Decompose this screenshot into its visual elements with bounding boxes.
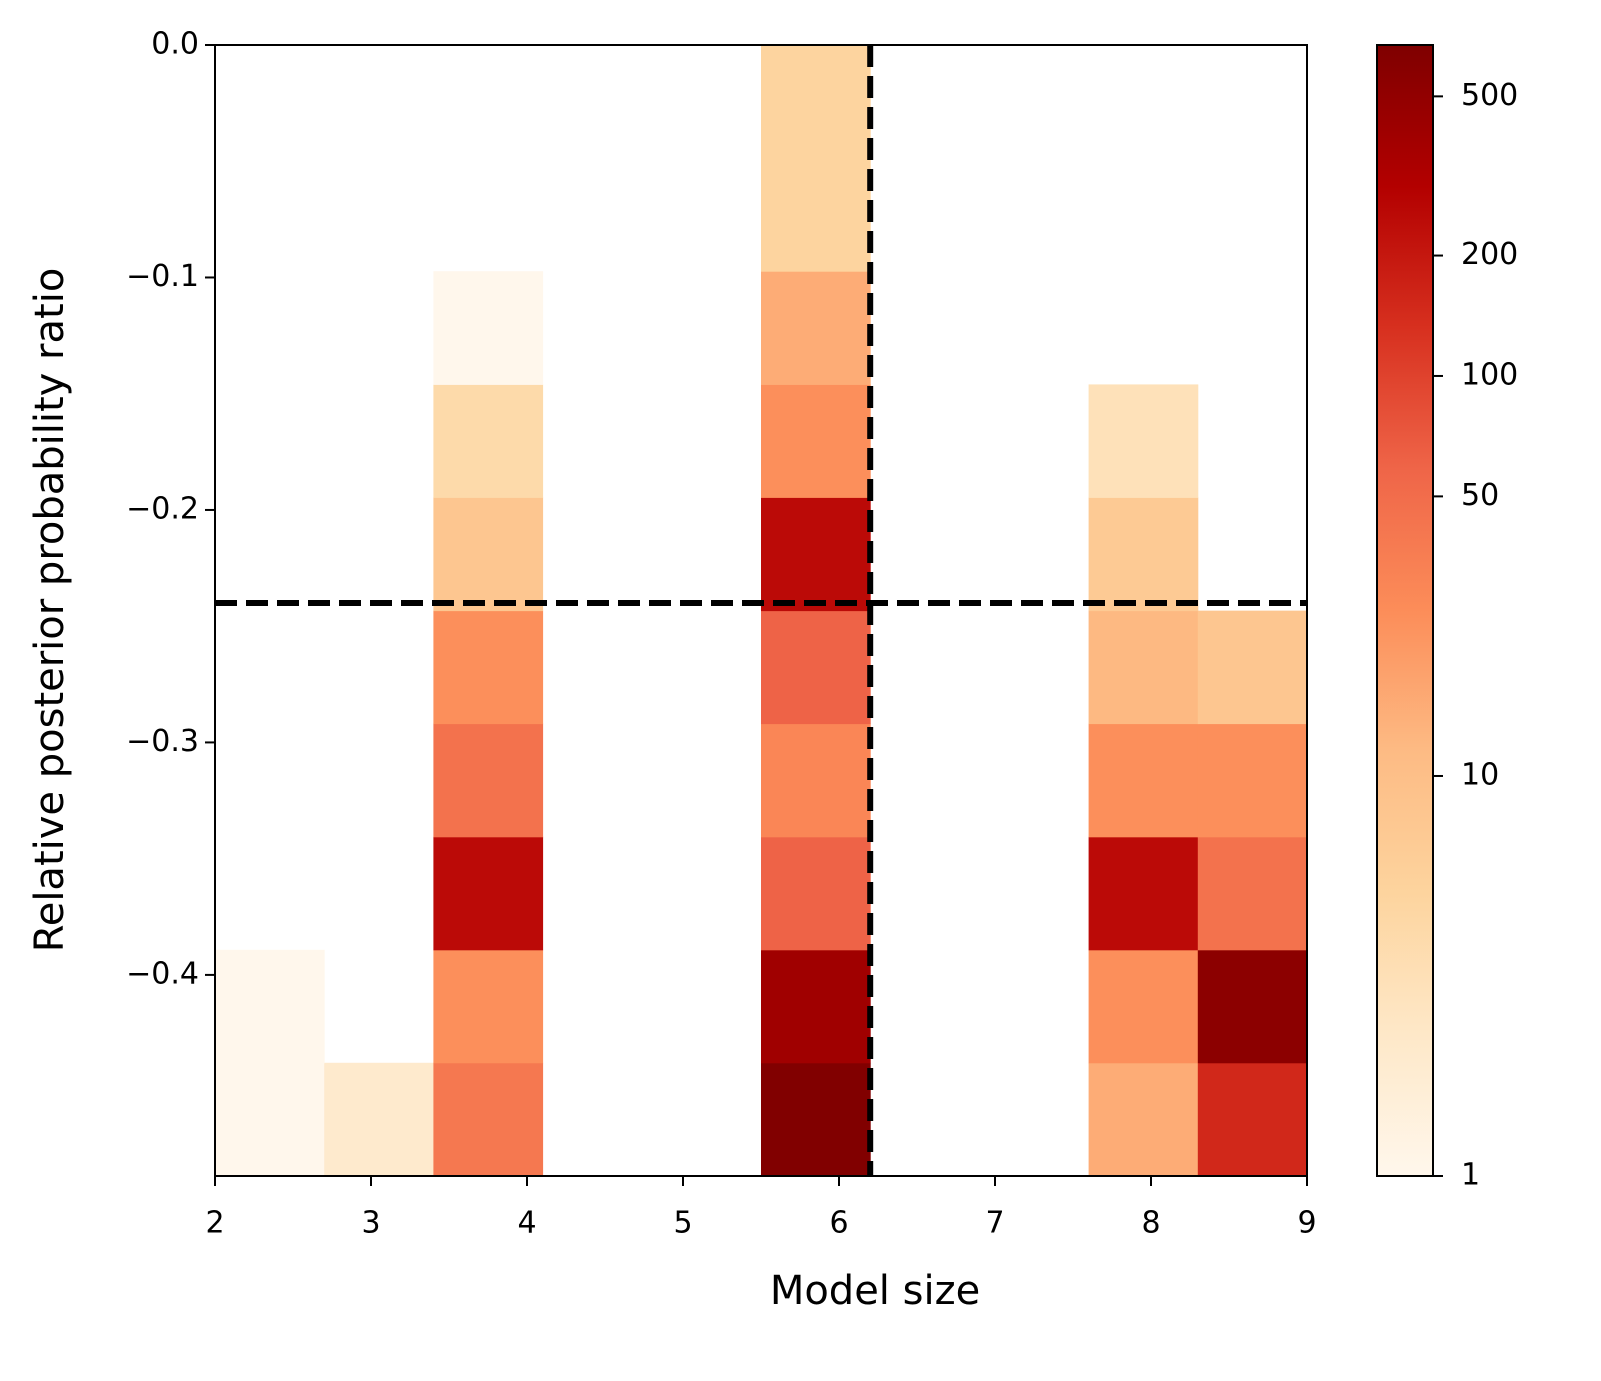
x-tick-label: 7 xyxy=(985,1206,1004,1241)
heatmap-cell xyxy=(215,949,325,1064)
heatmap-cell xyxy=(433,1062,544,1177)
heatmap-cell xyxy=(761,271,871,385)
heatmap-cell xyxy=(761,497,871,612)
heatmap-cell xyxy=(1088,723,1199,838)
colorbar-tick-label: 100 xyxy=(1461,357,1518,392)
y-tick-label: 0.0 xyxy=(151,27,199,62)
x-tick-label: 3 xyxy=(361,1206,380,1241)
heatmap-cell xyxy=(324,1062,434,1177)
heatmap-cell xyxy=(1088,497,1199,612)
plot-frame xyxy=(214,44,1308,1177)
colorbar xyxy=(1376,44,1434,1177)
x-tick-label: 9 xyxy=(1297,1206,1316,1241)
x-axis-label: Model size xyxy=(770,1268,980,1314)
heatmap-cell xyxy=(433,497,544,612)
heatmap-cell xyxy=(1197,723,1308,838)
colorbar-tick-label: 10 xyxy=(1461,757,1499,792)
heatmap-cell xyxy=(433,723,544,838)
heatmap-cell xyxy=(215,1062,325,1177)
heatmap-cell xyxy=(1197,1062,1308,1177)
colorbar-tick-label: 1 xyxy=(1461,1158,1480,1193)
heatmap-cell xyxy=(433,836,544,951)
x-tick-label: 6 xyxy=(829,1206,848,1241)
x-tick-label: 4 xyxy=(517,1206,536,1241)
heatmap-cell xyxy=(433,384,544,498)
heatmap-cell xyxy=(433,271,544,385)
heatmap-cell xyxy=(1088,836,1199,951)
heatmap-cell xyxy=(1088,949,1199,1064)
y-tick-label: −0.1 xyxy=(126,259,199,294)
heatmap-cell xyxy=(1088,384,1199,498)
colorbar-tick-label: 50 xyxy=(1461,478,1499,513)
x-tick-label: 2 xyxy=(205,1206,224,1241)
heatmap-cell xyxy=(761,45,871,159)
colorbar-tick-label: 500 xyxy=(1461,78,1518,113)
heatmap-cell xyxy=(761,610,871,725)
heatmap-cell xyxy=(1088,1062,1199,1177)
x-tick-label: 8 xyxy=(1141,1206,1160,1241)
heatmap-cell xyxy=(1088,610,1199,725)
heatmap-cell xyxy=(1197,610,1308,725)
y-tick-label: −0.3 xyxy=(126,724,199,759)
heatmap-cell xyxy=(761,949,871,1064)
heatmap-cell xyxy=(761,384,871,498)
colorbar-tick-label: 200 xyxy=(1461,237,1518,272)
heatmap-cell xyxy=(433,949,544,1064)
heatmap-cell xyxy=(761,1062,871,1177)
heatmap-cell xyxy=(761,723,871,838)
heatmap-cell xyxy=(1197,949,1308,1064)
y-axis-label: Relative posterior probability ratio xyxy=(27,268,73,953)
heatmap-cell xyxy=(761,836,871,951)
heatmap-cell xyxy=(761,158,871,272)
y-tick-label: −0.2 xyxy=(126,491,199,526)
heatmap-cell xyxy=(433,610,544,725)
y-tick-label: −0.4 xyxy=(126,956,199,991)
heatmap-cell xyxy=(1197,836,1308,951)
x-tick-label: 5 xyxy=(673,1206,692,1241)
